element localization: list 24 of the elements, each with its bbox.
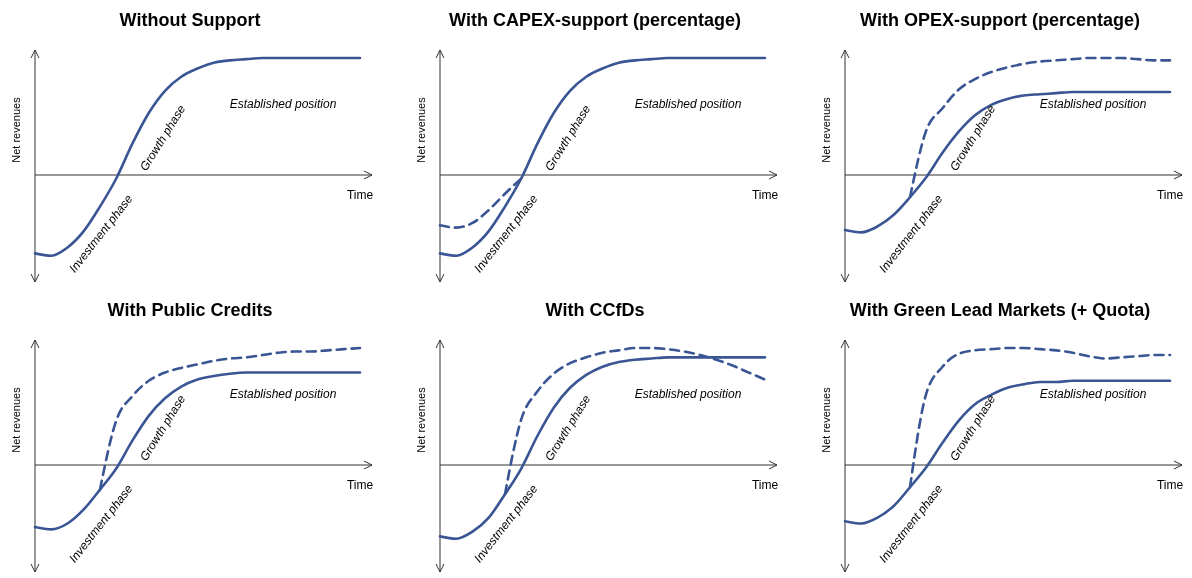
annotation: Established position [634,97,742,111]
annotation: Established position [634,387,742,401]
x-axis-title: Time [751,188,779,202]
y-axis-title: Net revenues [820,96,832,163]
annotation: Established position [229,387,337,401]
chart-title: With OPEX-support (percentage) [860,10,1140,30]
chart-title: Without Support [119,10,261,30]
y-axis-title: Net revenues [10,386,22,453]
y-axis-title: Net revenues [415,96,427,163]
annotation: Established position [229,97,337,111]
annotation: Established position [1039,97,1147,111]
y-axis-title: Net revenues [10,96,22,163]
x-axis-title: Time [751,478,779,492]
x-axis-title: Time [1156,478,1184,492]
x-axis-title: Time [346,478,374,492]
annotation: Established position [1039,387,1147,401]
x-axis-title: Time [346,188,374,202]
chart-title: With CCfDs [545,300,645,320]
y-axis-title: Net revenues [820,386,832,453]
chart-title: With CAPEX-support (percentage) [449,10,741,30]
x-axis-title: Time [1156,188,1184,202]
chart-title: With Green Lead Markets (+ Quota) [849,300,1151,320]
y-axis-title: Net revenues [415,386,427,453]
chart-title: With Public Credits [107,300,273,320]
